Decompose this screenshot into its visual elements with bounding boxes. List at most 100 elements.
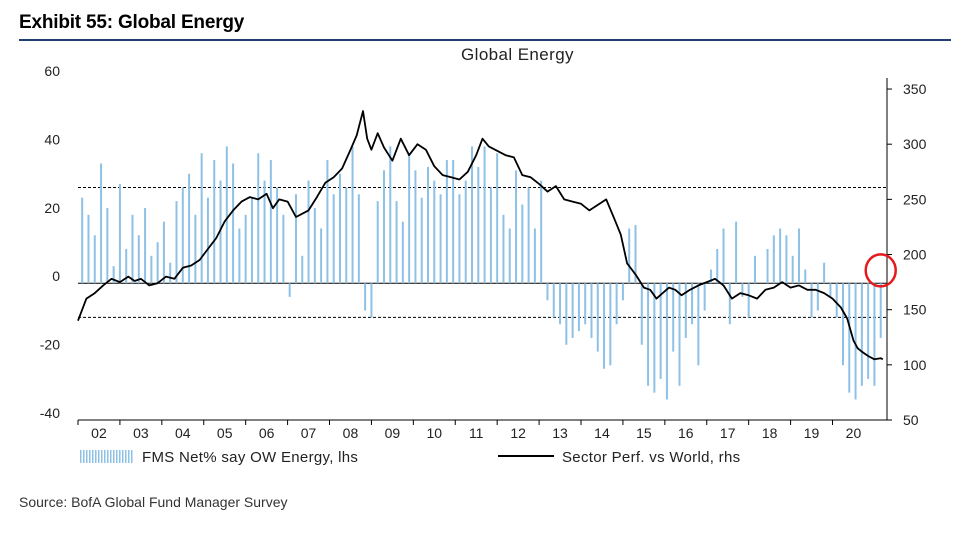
source-note: Source: BofA Global Fund Manager Survey: [19, 494, 288, 510]
bar: [320, 228, 323, 284]
x-tick-label: 08: [343, 425, 359, 441]
bar: [87, 214, 90, 284]
bar: [106, 207, 109, 284]
bar: [621, 283, 624, 301]
bar: [427, 166, 430, 284]
bar: [213, 160, 216, 284]
x-tick-label: 15: [636, 425, 652, 441]
bar: [753, 255, 756, 284]
legend-bar-stripe: [86, 450, 88, 463]
sector-perf-line: [77, 110, 884, 361]
bar: [508, 228, 511, 284]
bar: [131, 214, 134, 284]
left-y-tick-label: 20: [44, 200, 60, 216]
x-tick-label: 07: [301, 425, 317, 441]
bar: [577, 283, 580, 332]
bar: [206, 197, 209, 284]
legend-line-label: Sector Perf. vs World, rhs: [562, 449, 740, 466]
bar: [288, 283, 291, 297]
right-y-tick-label: 250: [903, 191, 927, 207]
bar: [684, 283, 687, 338]
bar: [420, 197, 423, 284]
bar: [603, 283, 606, 369]
exhibit-title: Exhibit 55: Global Energy: [19, 12, 245, 33]
legend-bar-stripe: [80, 450, 82, 463]
bar: [634, 225, 637, 284]
bar: [785, 235, 788, 284]
bar: [609, 283, 612, 366]
bar: [219, 180, 222, 284]
bar: [779, 228, 782, 284]
highlight-circle: [864, 253, 897, 288]
bar: [590, 283, 593, 338]
bar: [250, 197, 253, 284]
bar: [471, 146, 474, 284]
x-tick-label: 06: [259, 425, 275, 441]
bar: [414, 170, 417, 284]
bar: [112, 266, 115, 284]
bar: [307, 180, 310, 284]
legend-bar-stripe: [104, 450, 106, 463]
bar: [546, 283, 549, 301]
bar: [125, 249, 128, 284]
bar: [716, 249, 719, 284]
bar: [150, 255, 153, 284]
bar: [301, 255, 304, 284]
bar: [452, 160, 455, 284]
bar: [848, 283, 851, 393]
bar: [458, 194, 461, 284]
bar: [169, 262, 172, 284]
legend-bar-stripe: [122, 450, 124, 463]
bar: [489, 187, 492, 284]
bar: [615, 283, 618, 325]
bar: [571, 283, 574, 338]
x-tick-label: 19: [804, 425, 820, 441]
left-y-tick-label: -40: [40, 405, 60, 421]
bar: [540, 180, 543, 284]
bar: [338, 173, 341, 284]
bar: [81, 197, 84, 284]
x-tick-label: 20: [846, 425, 862, 441]
bar: [678, 283, 681, 386]
legend-bars-swatch: [80, 450, 133, 463]
legend-bar-stripe: [83, 450, 85, 463]
bar: [697, 283, 700, 366]
bar: [357, 194, 360, 284]
bar: [162, 221, 165, 284]
bar: [137, 235, 140, 284]
bar: [797, 228, 800, 284]
bar: [238, 228, 241, 284]
bar: [596, 283, 599, 352]
bar: [200, 153, 203, 284]
bar: [841, 283, 844, 366]
right-y-tick-label: 300: [903, 136, 927, 152]
bar: [879, 283, 882, 338]
bar: [332, 194, 335, 284]
bar: [144, 207, 147, 284]
bar: [565, 283, 568, 345]
bar: [313, 207, 316, 284]
bar: [401, 221, 404, 284]
left-y-tick-label: 0: [52, 268, 60, 284]
bar: [722, 228, 725, 284]
right-y-tick-label: 100: [903, 357, 927, 373]
bar: [766, 249, 769, 284]
bar: [502, 214, 505, 284]
x-tick-label: 09: [385, 425, 401, 441]
legend-bar-stripe: [131, 450, 133, 463]
bar: [829, 283, 832, 297]
x-tick-label: 05: [217, 425, 233, 441]
bar: [640, 283, 643, 345]
bar: [389, 146, 392, 284]
bar: [735, 221, 738, 284]
bar: [257, 153, 260, 284]
bar: [294, 194, 297, 284]
bar: [395, 201, 398, 284]
title-rule: [19, 39, 951, 41]
legend-bar-stripe: [119, 450, 121, 463]
bar: [823, 262, 826, 284]
bar: [464, 180, 467, 284]
bar: [477, 166, 480, 284]
bar: [345, 187, 348, 284]
bar: [747, 283, 750, 318]
